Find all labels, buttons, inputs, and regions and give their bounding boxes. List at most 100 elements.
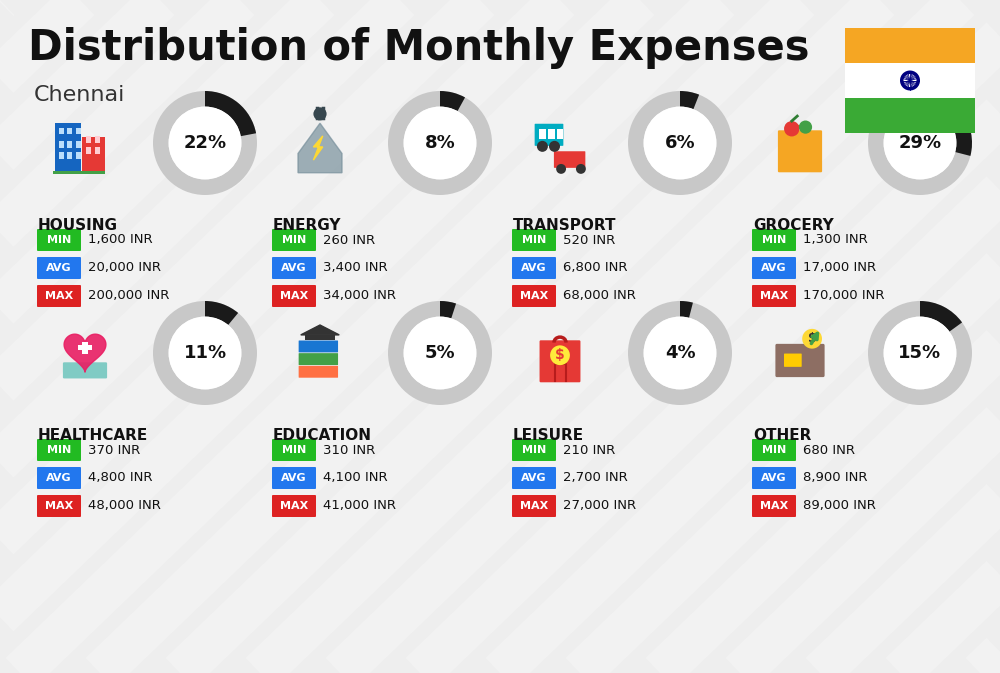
Circle shape [900,71,920,90]
Circle shape [576,164,586,174]
Wedge shape [388,301,492,405]
Circle shape [884,316,956,390]
Text: MIN: MIN [522,445,546,455]
Text: 370 INR: 370 INR [88,444,140,456]
FancyBboxPatch shape [554,151,585,168]
Text: 6,800 INR: 6,800 INR [563,262,628,275]
Text: AVG: AVG [761,473,787,483]
Text: MAX: MAX [45,501,73,511]
Circle shape [556,164,566,174]
FancyBboxPatch shape [272,495,316,517]
Bar [845,98,975,133]
Bar [59,128,64,134]
Text: MIN: MIN [282,445,306,455]
FancyBboxPatch shape [299,353,338,365]
Text: 520 INR: 520 INR [563,234,615,246]
Wedge shape [440,91,465,111]
Text: OTHER: OTHER [753,428,811,443]
Wedge shape [205,301,238,325]
Bar [95,137,100,143]
Text: MIN: MIN [522,235,546,245]
Text: TRANSPORT: TRANSPORT [513,218,616,233]
Text: ENERGY: ENERGY [273,218,342,233]
Text: 200,000 INR: 200,000 INR [88,289,169,302]
Bar [76,141,81,148]
Text: MIN: MIN [282,235,306,245]
Wedge shape [153,301,257,405]
Bar [59,141,64,148]
FancyBboxPatch shape [775,344,825,377]
Circle shape [169,106,241,180]
FancyBboxPatch shape [535,124,563,146]
FancyBboxPatch shape [540,341,580,382]
Wedge shape [440,301,456,318]
Bar [845,28,975,63]
Bar [845,63,975,98]
Wedge shape [628,91,732,195]
Circle shape [550,345,570,365]
Circle shape [644,316,716,390]
Text: AVG: AVG [761,263,787,273]
Text: MIN: MIN [762,235,786,245]
FancyBboxPatch shape [272,229,316,251]
Text: 5%: 5% [425,344,455,362]
FancyBboxPatch shape [752,285,796,307]
FancyBboxPatch shape [299,366,338,378]
Text: MAX: MAX [760,291,788,301]
Circle shape [904,74,916,87]
Text: 68,000 INR: 68,000 INR [563,289,636,302]
FancyBboxPatch shape [752,229,796,251]
FancyBboxPatch shape [37,285,81,307]
Text: 89,000 INR: 89,000 INR [803,499,876,513]
Bar [67,141,72,148]
FancyBboxPatch shape [272,439,316,461]
FancyBboxPatch shape [512,257,556,279]
Text: MAX: MAX [280,501,308,511]
Wedge shape [920,91,972,156]
Bar [86,147,91,153]
Text: MIN: MIN [762,445,786,455]
Text: 4,100 INR: 4,100 INR [323,472,388,485]
FancyBboxPatch shape [272,467,316,489]
Bar [76,128,81,134]
Bar [82,137,105,173]
Text: EDUCATION: EDUCATION [273,428,372,443]
FancyBboxPatch shape [299,341,338,353]
Wedge shape [868,91,972,195]
Bar [557,129,563,139]
Bar [59,152,64,159]
Text: AVG: AVG [281,473,307,483]
Bar [78,345,92,350]
Bar [95,147,100,153]
FancyBboxPatch shape [37,467,81,489]
FancyBboxPatch shape [784,353,802,367]
Wedge shape [680,91,699,109]
Wedge shape [868,301,972,405]
Text: 11%: 11% [183,344,227,362]
FancyBboxPatch shape [752,467,796,489]
FancyBboxPatch shape [512,467,556,489]
FancyBboxPatch shape [752,257,796,279]
Bar [82,341,88,353]
Bar [55,123,81,173]
Text: LEISURE: LEISURE [513,428,584,443]
Bar [548,129,554,139]
Text: AVG: AVG [46,473,72,483]
Circle shape [784,121,799,137]
FancyBboxPatch shape [37,439,81,461]
FancyBboxPatch shape [272,285,316,307]
Bar [539,129,546,139]
Text: 310 INR: 310 INR [323,444,375,456]
Text: 1,300 INR: 1,300 INR [803,234,868,246]
Text: 20,000 INR: 20,000 INR [88,262,161,275]
Text: MAX: MAX [280,291,308,301]
Text: AVG: AVG [521,473,547,483]
FancyBboxPatch shape [752,439,796,461]
Text: 6%: 6% [665,134,695,152]
Text: MAX: MAX [760,501,788,511]
Polygon shape [298,123,342,173]
Text: 8%: 8% [425,134,455,152]
Text: 48,000 INR: 48,000 INR [88,499,161,513]
Circle shape [884,106,956,180]
FancyBboxPatch shape [512,229,556,251]
